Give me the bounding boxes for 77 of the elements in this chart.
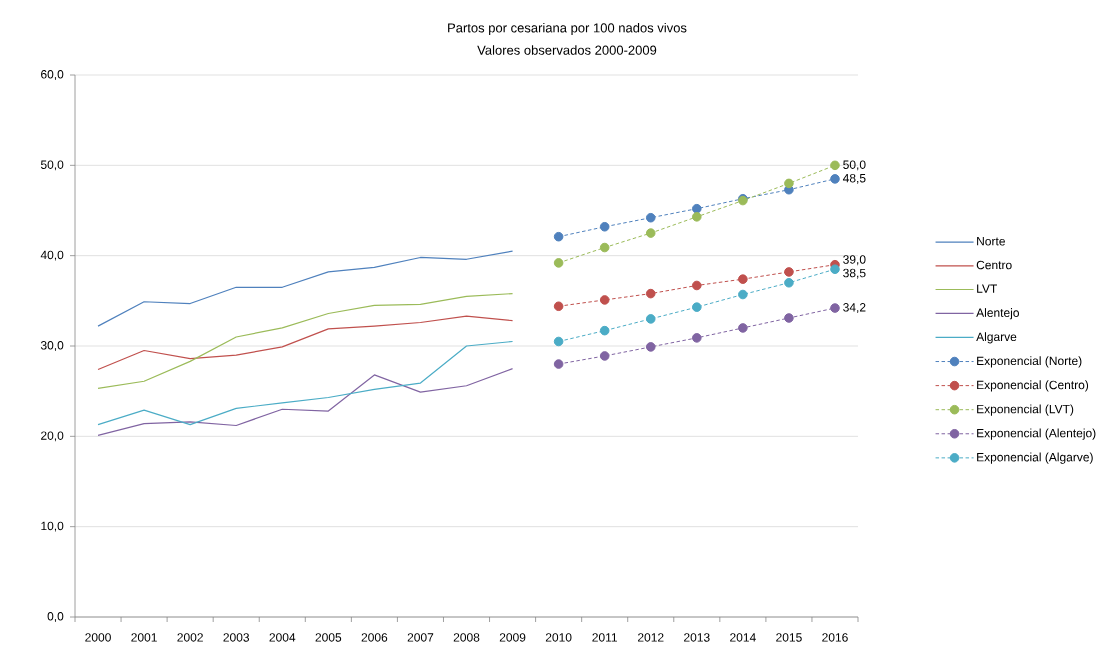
point: [645, 342, 656, 352]
point: [599, 295, 610, 305]
point: [784, 277, 794, 288]
point: [599, 221, 610, 232]
point: [553, 258, 564, 268]
y-tick-label: 10,0: [41, 521, 64, 532]
x-tick-label: 2007: [407, 633, 434, 642]
point: [599, 325, 610, 336]
x-tick-label: 2010: [545, 633, 572, 642]
point: [738, 274, 748, 284]
point: [830, 303, 840, 313]
line-series: [97, 250, 514, 327]
data-label: 50,0: [843, 160, 866, 171]
y-tick-label: 30,0: [40, 341, 64, 351]
x-tick-label: 2001: [131, 633, 157, 642]
point: [692, 280, 702, 291]
x-tick-label: 2016: [822, 633, 848, 642]
legend-label: LVT: [977, 284, 997, 293]
y-tick-label: 50,0: [40, 160, 64, 171]
data-label: 34,2: [843, 303, 866, 314]
point: [599, 351, 610, 361]
point: [553, 231, 564, 242]
point: [738, 323, 748, 333]
x-tick-label: 2000: [85, 633, 111, 642]
legend-label: Exponencial (Centro): [977, 380, 1089, 392]
point: [830, 160, 840, 171]
x-tick-label: 2014: [730, 633, 756, 642]
x-tick-label: 2008: [453, 633, 480, 642]
point: [645, 228, 656, 238]
point: [692, 203, 702, 214]
point: [784, 267, 794, 277]
point: [692, 333, 702, 343]
x-tick-label: 2012: [638, 633, 664, 642]
point: [645, 288, 656, 299]
point: [830, 174, 840, 184]
legend-label: Centro: [976, 260, 1012, 270]
point: [553, 301, 564, 312]
line-series: [97, 367, 514, 437]
data-label: 48,5: [842, 173, 866, 184]
x-tick-label: 2003: [223, 633, 250, 642]
legend-label: Exponencial (LVT): [977, 404, 1074, 416]
x-tick-label: 2011: [592, 633, 617, 642]
x-tick-label: 2013: [684, 633, 710, 642]
legend-label: Exponencial (Norte): [977, 356, 1082, 368]
legend-label: Norte: [977, 237, 1005, 246]
x-tick-label: 2015: [776, 633, 802, 642]
y-tick-label: 60,0: [41, 70, 64, 80]
point: [553, 336, 564, 347]
point: [784, 178, 794, 189]
data-label: 39,0: [843, 255, 866, 266]
point: [645, 314, 656, 324]
chart-title: Partos por cesariana por 100 nados vivos: [448, 22, 687, 36]
legend-label: Exponencial (Algarve): [977, 452, 1093, 464]
y-tick-label: 40,0: [40, 250, 64, 261]
point: [599, 242, 610, 253]
x-tick-label: 2006: [361, 633, 388, 642]
x-tick-label: 2005: [315, 633, 342, 642]
point: [553, 359, 564, 369]
point: [692, 302, 702, 312]
y-tick-label: 20,0: [41, 431, 64, 442]
data-label: 38,5: [843, 268, 866, 279]
point: [830, 264, 840, 275]
line-series: [97, 315, 514, 371]
legend-label: Exponencial (Alentejo): [977, 428, 1096, 440]
line-series: [97, 293, 514, 390]
y-tick-label: 0,0: [47, 612, 64, 622]
chart-subtitle: Valores observados 2000-2009: [477, 45, 657, 55]
point: [645, 212, 656, 223]
point: [784, 313, 794, 323]
x-tick-label: 2009: [499, 633, 526, 642]
x-tick-label: 2002: [177, 633, 203, 642]
legend-label: Alentejo: [976, 308, 1019, 320]
legend-label: Algarve: [976, 332, 1017, 344]
point: [692, 212, 702, 222]
point: [738, 289, 748, 300]
x-tick-label: 2004: [269, 633, 296, 642]
line-series: [97, 340, 514, 426]
